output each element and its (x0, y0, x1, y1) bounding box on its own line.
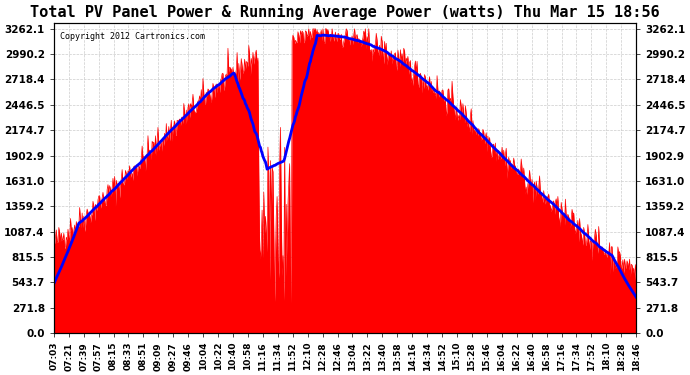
Title: Total PV Panel Power & Running Average Power (watts) Thu Mar 15 18:56: Total PV Panel Power & Running Average P… (30, 4, 660, 20)
Text: Copyright 2012 Cartronics.com: Copyright 2012 Cartronics.com (59, 32, 205, 41)
